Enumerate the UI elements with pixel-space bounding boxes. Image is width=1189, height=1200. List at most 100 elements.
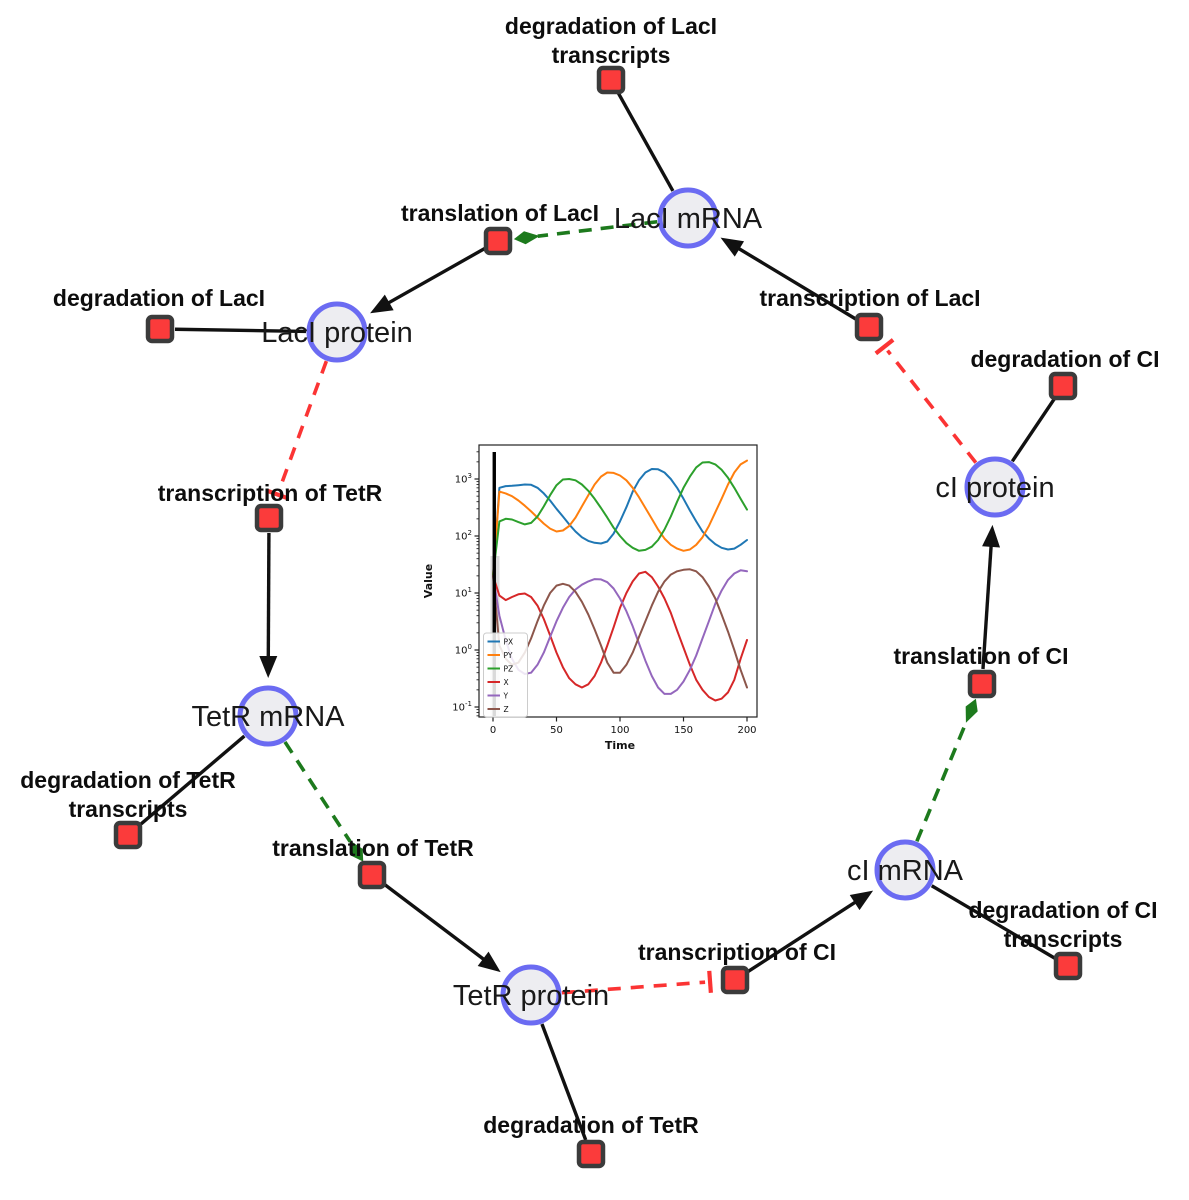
- edge-laci-protein-deg-laci: [174, 327, 307, 334]
- edge-tetr-mrna-deg-tetr-transcripts: [138, 734, 246, 827]
- production-arrowhead-icon: [370, 294, 394, 314]
- deg-tetr-transcripts-label: transcripts: [69, 796, 188, 822]
- species-node-ci-mrna[interactable]: [874, 839, 936, 901]
- edge-ci-mrna-deg-ci-transcripts: [930, 884, 1056, 960]
- edge-transcription-laci-laci-mrna: [720, 237, 858, 321]
- edge-ci-protein-transcription-laci: [874, 338, 978, 464]
- legend-label-PY: PY: [504, 651, 513, 660]
- transcription-laci-label: transcription of LacI: [759, 285, 980, 311]
- reaction-node-deg-ci[interactable]: [1048, 371, 1078, 401]
- reaction-node-translation-ci[interactable]: [967, 669, 997, 699]
- series-PY: [492, 459, 748, 577]
- edge-tetr-protein-transcription-ci: [561, 970, 713, 995]
- species-node-laci-protein[interactable]: [306, 301, 368, 363]
- chart-spines: [478, 444, 758, 718]
- legend-label-Y: Y: [503, 691, 509, 700]
- deg-ci-label: degradation of CI: [970, 346, 1159, 372]
- chart-series-layer: [492, 459, 748, 702]
- translation-tetr-label: translation of TetR: [272, 835, 474, 861]
- x-axis-label: Time: [605, 739, 635, 752]
- ci-protein-label: cI protein: [935, 472, 1054, 504]
- production-arrowhead-icon: [259, 655, 278, 679]
- chart-legend: PX PY PZ XYZ: [483, 632, 528, 718]
- species-node-ci-protein[interactable]: [964, 456, 1026, 518]
- legend-label-X: X: [504, 678, 509, 687]
- legend-label-PZ: PZ: [504, 664, 514, 673]
- edge-translation-tetr-tetr-protein: [382, 882, 501, 973]
- transcription-tetr-label: transcription of TetR: [158, 480, 383, 506]
- inhibition-tbar-icon: [266, 488, 289, 501]
- reaction-node-translation-tetr[interactable]: [357, 860, 387, 890]
- laci-protein-label: LacI protein: [261, 317, 413, 349]
- y-axis-label: Value: [422, 564, 435, 598]
- edge-translation-ci-ci-protein: [981, 524, 1001, 670]
- deg-ci-transcripts-label: transcripts: [1004, 926, 1123, 952]
- y-tick-label: 103: [455, 472, 472, 486]
- translation-laci-label: translation of LacI: [401, 200, 599, 226]
- reaction-node-translation-laci[interactable]: [483, 226, 513, 256]
- edge-transcription-tetr-tetr-mrna: [259, 532, 278, 679]
- production-arrowhead-icon: [849, 890, 874, 911]
- series-X: [492, 570, 748, 702]
- nodes-layer: [113, 65, 1083, 1169]
- laci-mrna-label: LacI mRNA: [614, 203, 763, 235]
- reaction-node-deg-ci-transcripts[interactable]: [1053, 951, 1083, 981]
- production-arrowhead-icon: [720, 237, 745, 257]
- deg-tetr-label: degradation of TetR: [483, 1112, 699, 1138]
- series-Z: [492, 568, 748, 689]
- species-node-laci-mrna[interactable]: [657, 187, 719, 249]
- inhibition-tbar-icon: [874, 338, 895, 356]
- edge-tetr-protein-deg-tetr: [540, 1023, 588, 1141]
- edge-laci-mrna-translation-laci: [513, 219, 658, 245]
- ci-mrna-label: cI mRNA: [847, 855, 964, 887]
- modifier-arrowhead-icon: [965, 698, 978, 723]
- species-node-tetr-mrna[interactable]: [237, 685, 299, 747]
- modifier-arrowhead-icon: [349, 839, 364, 862]
- reaction-node-transcription-tetr[interactable]: [254, 503, 284, 533]
- production-arrowhead-icon: [477, 951, 501, 973]
- x-tick-label: 150: [674, 725, 693, 736]
- edge-transcription-ci-ci-mrna: [746, 890, 874, 974]
- edge-ci-protein-deg-ci: [1010, 397, 1057, 463]
- y-tick-label: 102: [455, 529, 472, 543]
- legend-label-Z: Z: [504, 705, 509, 714]
- deg-tetr-transcripts-label: degradation of TetR: [20, 767, 236, 793]
- reaction-node-transcription-laci[interactable]: [854, 312, 884, 342]
- series-PZ: [492, 461, 748, 577]
- inset-chart: 0 50 100 150 20010310210110010-1TimeValuePXP…: [420, 428, 770, 762]
- y-tick-label: 10-1: [452, 700, 472, 714]
- transcription-ci-label: transcription of CI: [638, 939, 836, 965]
- reaction-node-deg-tetr[interactable]: [576, 1139, 606, 1169]
- series-Y: [492, 569, 748, 695]
- chart-background: [420, 428, 770, 762]
- x-tick-label: 100: [610, 725, 629, 736]
- deg-laci-transcripts-label: transcripts: [552, 42, 671, 68]
- y-tick-label: 100: [455, 643, 472, 657]
- edge-ci-mrna-translation-ci: [915, 698, 978, 843]
- deg-ci-transcripts-label: degradation of CI: [968, 897, 1157, 923]
- x-tick-label: 50: [550, 725, 563, 736]
- species-node-tetr-protein[interactable]: [500, 964, 562, 1026]
- legend-label-PX: PX: [504, 637, 514, 646]
- edge-translation-laci-laci-protein: [370, 246, 486, 314]
- edge-tetr-mrna-translation-tetr: [283, 740, 364, 862]
- reaction-node-deg-laci-transcripts[interactable]: [596, 65, 626, 95]
- modifier-arrowhead-icon: [513, 231, 540, 245]
- deg-laci-label: degradation of LacI: [53, 285, 265, 311]
- translation-ci-label: translation of CI: [893, 643, 1068, 669]
- edge-laci-mrna-deg-laci-transcripts: [616, 92, 675, 192]
- tetr-protein-label: TetR protein: [453, 980, 609, 1012]
- x-tick-label: 200: [737, 725, 756, 736]
- edges-layer: [138, 92, 1057, 1141]
- labels-layer: LacI mRNA LacI protein TetR mRNA TetR prote…: [20, 13, 1159, 1138]
- deg-laci-transcripts-label: degradation of LacI: [505, 13, 717, 39]
- edge-laci-protein-transcription-tetr: [266, 360, 329, 501]
- y-tick-label: 101: [455, 586, 472, 600]
- reaction-node-deg-laci[interactable]: [145, 314, 175, 344]
- reaction-node-transcription-ci[interactable]: [720, 965, 750, 995]
- reaction-node-deg-tetr-transcripts[interactable]: [113, 820, 143, 850]
- inhibition-tbar-icon: [707, 970, 713, 993]
- x-tick-label: 0: [490, 725, 496, 736]
